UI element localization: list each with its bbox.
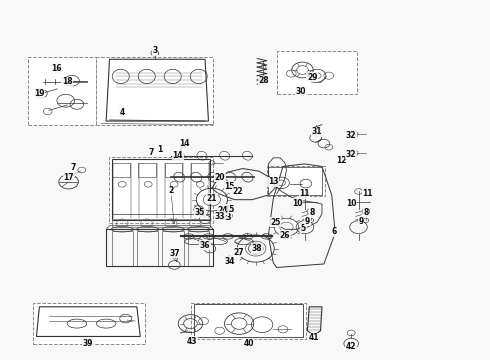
Text: 14: 14 <box>172 151 183 160</box>
Text: 9: 9 <box>305 217 310 226</box>
Text: 8: 8 <box>310 208 315 217</box>
Bar <box>113 159 210 220</box>
Text: 16: 16 <box>50 64 61 73</box>
Text: 15: 15 <box>224 182 235 191</box>
Text: 4: 4 <box>120 108 125 117</box>
Bar <box>112 231 133 266</box>
Bar <box>112 163 129 177</box>
Bar <box>194 304 303 337</box>
Text: 11: 11 <box>299 189 310 198</box>
Text: 10: 10 <box>346 199 356 208</box>
Text: 37: 37 <box>169 249 180 258</box>
Text: 11: 11 <box>363 189 373 198</box>
Bar <box>269 167 322 195</box>
Bar <box>277 51 357 94</box>
Text: 5: 5 <box>301 224 306 233</box>
Bar <box>188 231 209 266</box>
Text: 34: 34 <box>224 257 235 266</box>
Text: 7: 7 <box>149 148 154 157</box>
Text: 14: 14 <box>179 139 189 148</box>
Bar <box>163 231 184 266</box>
Text: 1: 1 <box>157 145 162 154</box>
Text: 42: 42 <box>346 342 356 351</box>
Text: 19: 19 <box>34 89 45 98</box>
Text: 41: 41 <box>309 333 319 342</box>
Bar <box>33 303 145 344</box>
Text: 25: 25 <box>270 218 280 227</box>
Text: 32: 32 <box>346 131 356 140</box>
Text: 24: 24 <box>218 206 228 215</box>
Text: 12: 12 <box>336 156 347 165</box>
Bar <box>109 157 213 223</box>
Text: 43: 43 <box>187 337 197 346</box>
Text: 21: 21 <box>207 194 217 203</box>
Bar <box>113 219 210 227</box>
Text: 13: 13 <box>268 177 278 186</box>
Text: 3: 3 <box>152 46 157 55</box>
Text: 27: 27 <box>234 248 245 257</box>
Text: 31: 31 <box>312 127 322 136</box>
Text: 35: 35 <box>195 208 205 217</box>
Text: 22: 22 <box>232 187 243 196</box>
Text: 15: 15 <box>224 205 235 214</box>
Bar <box>139 163 156 177</box>
Text: 17: 17 <box>63 173 74 182</box>
Bar <box>97 57 213 125</box>
Text: 29: 29 <box>307 73 318 82</box>
Text: 30: 30 <box>296 87 306 96</box>
Text: 28: 28 <box>258 76 269 85</box>
Text: 6: 6 <box>331 227 336 236</box>
Bar <box>192 303 306 339</box>
Text: 39: 39 <box>83 339 94 348</box>
Text: 38: 38 <box>252 244 263 253</box>
Bar <box>267 166 325 196</box>
Bar <box>137 231 158 266</box>
Text: 26: 26 <box>280 231 290 240</box>
Text: 9: 9 <box>358 217 364 226</box>
Text: 23: 23 <box>221 213 232 222</box>
Text: 7: 7 <box>71 163 76 172</box>
Text: 36: 36 <box>200 240 210 249</box>
Text: 8: 8 <box>363 208 368 217</box>
Bar <box>28 57 97 125</box>
Text: 2: 2 <box>169 186 173 195</box>
Text: 10: 10 <box>293 199 303 208</box>
Text: 20: 20 <box>215 173 225 182</box>
Text: 32: 32 <box>346 150 356 159</box>
Text: 18: 18 <box>62 77 73 86</box>
Bar <box>192 163 209 177</box>
Bar <box>165 163 182 177</box>
Text: 33: 33 <box>215 212 225 221</box>
Text: 40: 40 <box>244 339 254 348</box>
